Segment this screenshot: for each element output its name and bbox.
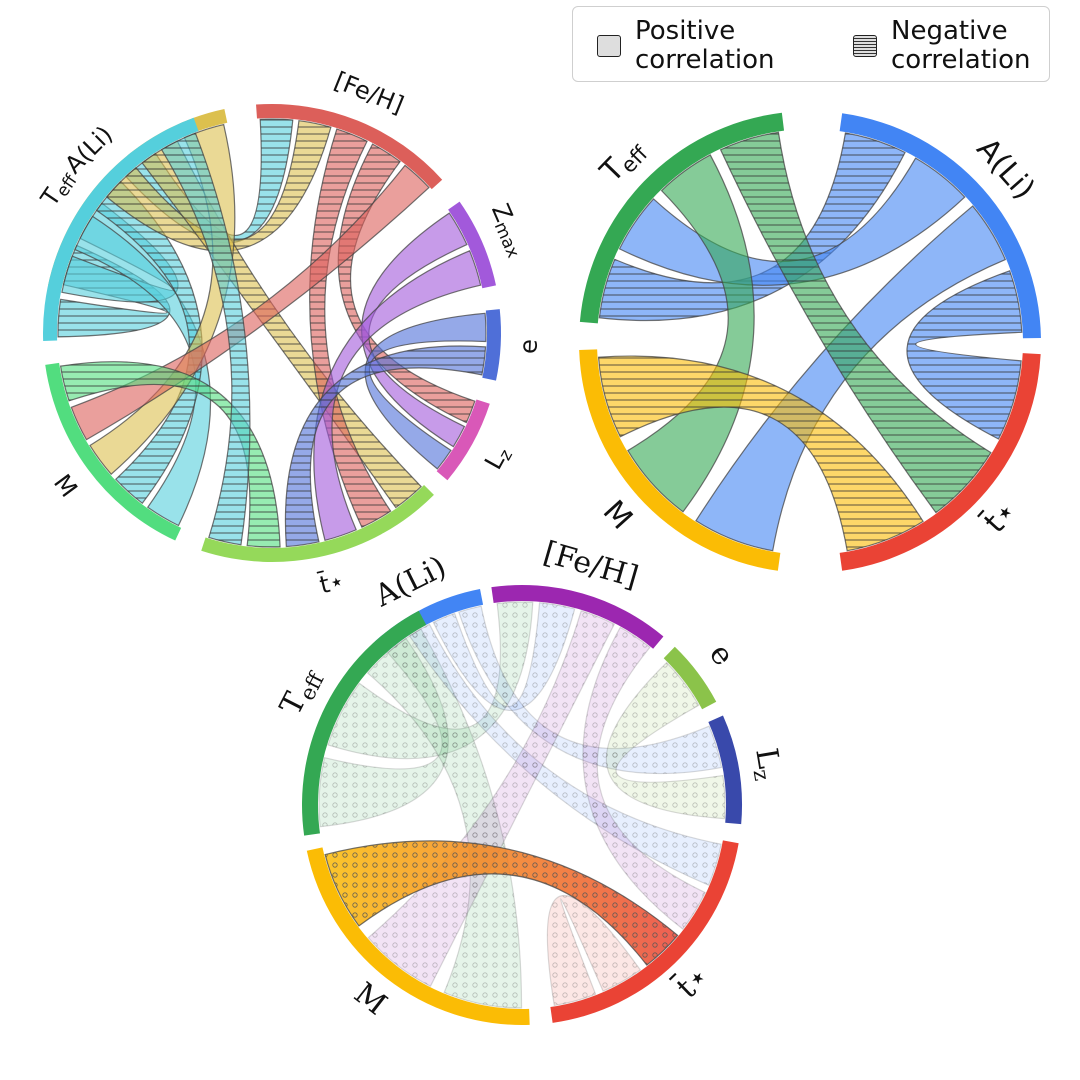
top-right-chords [597,131,1023,552]
bottom-segment-t [550,840,739,1023]
top-right-chord-Ali-t-hatch [906,270,1022,439]
top-left-label-t: t̄⋆ [316,565,347,599]
top-right-chord-Teff-M [627,154,755,513]
bottom-chord-FeH-M-dots [368,610,615,987]
bottom-chord-e-Lz-dots [606,662,725,819]
positive-swatch-icon [597,35,621,57]
top-right-segment-Teff [579,112,785,324]
top-left-segment-Teff [43,117,199,341]
legend-negative: Negative correlation [853,17,1051,75]
bottom-chord-Ali-FeH-dots [433,602,575,711]
bottom-chord-Teff-M-dots [367,628,522,1008]
top-right-segment-Ali [839,113,1041,339]
negative-swatch-icon [853,35,877,57]
top-left-chord-Teff-t-hatch [161,133,250,545]
top-left-label-M: M [48,469,83,502]
bottom-segment-FeH [491,585,664,649]
top-left-chord-Ali-M [89,123,236,476]
top-left-label-Zmax: Zmax [483,200,533,261]
legend-negative-label: Negative correlation [891,16,1031,75]
top-left-chord-e-Lz [364,312,487,470]
bottom-chord-M-t-dots [325,840,678,966]
legend-positive: Positive correlation [597,17,795,75]
top-left-label-Ali: A(Li) [59,120,118,179]
bottom-label-Lz: Lz [746,746,788,783]
top-left-chord-Teff-M [74,215,212,527]
top-left-chord-Zmax-t [313,250,482,542]
top-left-segment-e [482,309,501,381]
top-right-chord-Teff-t-hatch [720,132,991,513]
bottom-segment-Lz [708,715,742,825]
top-right-chord-M-t-hatch [598,356,924,551]
top-right-segment-t [839,353,1041,571]
top-left-chord-e-t-hatch [285,346,486,547]
top-left-segment-t [201,485,434,563]
bottom-chord-t-t-dots [547,895,641,1006]
top-left-chord-M-t-hatch [60,361,281,547]
top-left-chords [57,118,487,548]
bottom-segment-M [306,847,530,1025]
bottom-segment-e [663,646,717,710]
bottom-chord-FeH-t-dots [582,627,706,929]
top-left-segment-M [45,362,182,541]
top-left-label-e: e [514,338,543,354]
top-left-label-Lz: Lz [479,441,517,476]
top-left-chord-Zmax-Lz [361,212,468,448]
bottom-label-t: t̄⋆ [668,957,716,1005]
bottom-chord-Ali-Lz-dots [458,606,722,774]
top-right-segment-M [579,349,781,571]
bottom-chord-Ali-t-dots [409,624,722,886]
bottom-segment-Teff [302,610,427,836]
top-left-chord-Teff-M-hatch [96,181,203,504]
legend-positive-label: Positive correlation [635,16,775,75]
bottom-chords [318,601,726,1009]
top-left-segment-FeH [256,104,443,190]
bottom-label-FeH: [Fe/H] [540,535,643,595]
top-left-chord-Ali-FeH-hatch [106,120,331,252]
top-left-segment-Lz [436,399,490,481]
top-right-label-t: t̄⋆ [976,493,1024,540]
bottom-label-e: e [702,637,741,672]
bottom-label-Teff: Teff [273,661,329,722]
top-left-segment-Zmax [448,201,496,289]
top-right-label-M: M [596,494,639,537]
bottom-label-M: M [347,976,393,1022]
top-left-label-FeH: [Fe/H] [330,66,407,119]
legend: Positive correlation Negative correlatio… [572,6,1050,82]
